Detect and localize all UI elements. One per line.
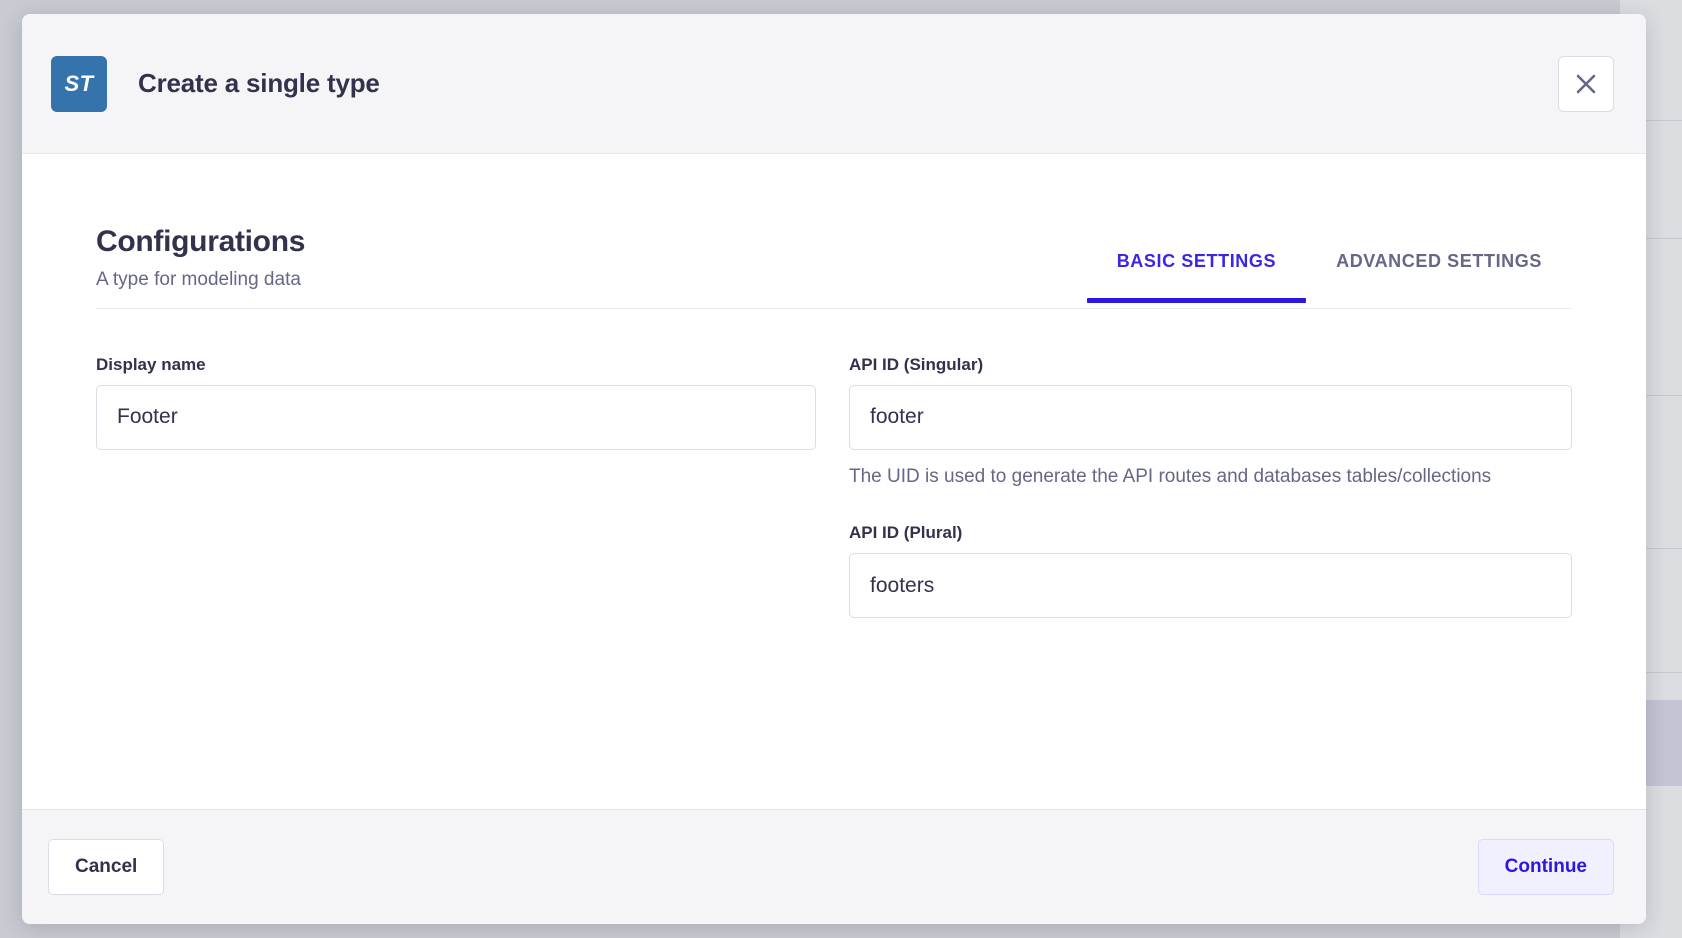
display-name-field: Display name bbox=[96, 355, 816, 450]
background-divider bbox=[1620, 238, 1682, 239]
continue-button[interactable]: Continue bbox=[1477, 839, 1614, 895]
api-id-plural-field: API ID (Plural) bbox=[849, 523, 1572, 619]
api-id-singular-input[interactable] bbox=[849, 384, 1572, 450]
api-id-singular-field: API ID (Singular) The UID is used to gen… bbox=[849, 355, 1572, 492]
display-name-input[interactable] bbox=[96, 384, 816, 450]
background-divider bbox=[1620, 120, 1682, 121]
api-id-singular-label: API ID (Singular) bbox=[849, 354, 984, 374]
fields-grid: Display name API ID (Singular) The UID i… bbox=[96, 355, 1572, 619]
modal-header: ST Create a single type bbox=[22, 14, 1646, 154]
background-divider bbox=[1620, 395, 1682, 396]
modal-footer: Cancel Continue bbox=[22, 809, 1646, 924]
section-subtitle: A type for modeling data bbox=[96, 269, 301, 290]
right-column: API ID (Singular) The UID is used to gen… bbox=[849, 355, 1572, 619]
tab-advanced-settings[interactable]: ADVANCED SETTINGS bbox=[1336, 250, 1542, 271]
background-divider bbox=[1620, 672, 1682, 673]
display-name-label: Display name bbox=[96, 354, 206, 374]
configurations-titles: Configurations A type for modeling data bbox=[96, 224, 305, 292]
close-icon bbox=[1575, 73, 1597, 95]
api-id-plural-label: API ID (Plural) bbox=[849, 523, 963, 543]
modal-body: Configurations A type for modeling data … bbox=[22, 154, 1646, 809]
api-id-singular-hint: The UID is used to generate the API rout… bbox=[849, 465, 1492, 487]
single-type-badge-icon: ST bbox=[51, 55, 107, 112]
create-single-type-modal: ST Create a single type Configurations A… bbox=[22, 14, 1646, 924]
page-title: Create a single type bbox=[138, 68, 380, 98]
tab-basic-settings[interactable]: BASIC SETTINGS bbox=[1086, 251, 1307, 303]
cancel-button[interactable]: Cancel bbox=[48, 839, 165, 895]
api-id-plural-input[interactable] bbox=[849, 553, 1572, 619]
close-button[interactable] bbox=[1558, 55, 1614, 112]
settings-tabs: BASIC SETTINGS ADVANCED SETTINGS bbox=[1086, 250, 1572, 303]
left-column: Display name bbox=[96, 355, 816, 619]
configurations-header: Configurations A type for modeling data … bbox=[96, 224, 1572, 309]
background-divider bbox=[1620, 548, 1682, 549]
section-heading: Configurations bbox=[96, 225, 306, 258]
